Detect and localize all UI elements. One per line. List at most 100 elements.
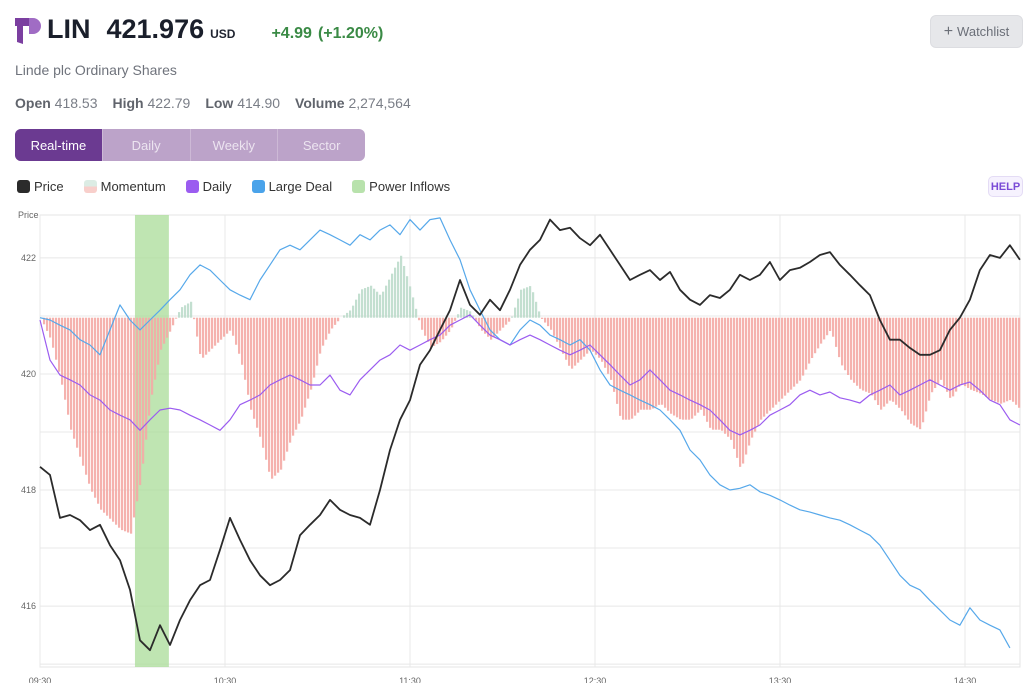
price-change-percent: (+1.20%)	[317, 25, 384, 42]
legend-large-deal[interactable]: Large Deal	[251, 179, 333, 194]
momentum-bar	[520, 289, 523, 318]
legend-daily[interactable]: Daily	[185, 179, 232, 194]
momentum-bar	[865, 317, 868, 392]
momentum-bar	[568, 317, 571, 366]
momentum-bar	[109, 317, 112, 519]
momentum-bar	[289, 317, 292, 443]
momentum-bar	[697, 317, 700, 413]
momentum-bar	[172, 317, 175, 326]
momentum-bar	[361, 289, 364, 318]
momentum-bar	[643, 317, 646, 410]
legend-swatch	[17, 180, 30, 193]
x-tick-label: 14:30	[954, 676, 977, 683]
momentum-bar	[988, 317, 991, 399]
momentum-bar	[211, 317, 214, 349]
momentum-bar	[100, 317, 103, 510]
momentum-bar	[826, 317, 829, 336]
tab-sector[interactable]: Sector	[302, 137, 341, 153]
help-button[interactable]: HELP	[988, 176, 1023, 197]
momentum-bar	[598, 317, 601, 358]
momentum-bar	[754, 317, 757, 432]
momentum-bar	[274, 317, 277, 476]
momentum-bar	[424, 317, 427, 336]
momentum-bar	[844, 317, 847, 371]
momentum-bar	[544, 317, 547, 323]
momentum-bar	[661, 317, 664, 405]
momentum-bar	[352, 305, 355, 318]
momentum-bar	[202, 317, 205, 358]
y-tick-label: 422	[21, 253, 36, 263]
momentum-bar	[328, 317, 331, 334]
momentum-bar	[1009, 317, 1012, 401]
legend-power-inflows[interactable]: Power Inflows	[352, 179, 450, 194]
momentum-bar	[532, 292, 535, 318]
momentum-bar	[58, 317, 61, 372]
momentum-bar	[604, 317, 607, 368]
stat-open: Open 418.53	[15, 95, 98, 111]
legend-label: Power Inflows	[369, 179, 451, 194]
momentum-bar	[343, 315, 346, 318]
legend-label: Daily	[202, 179, 232, 194]
momentum-bar	[145, 317, 148, 440]
momentum-bar	[811, 317, 814, 359]
legend-swatch	[251, 180, 265, 193]
momentum-bar	[226, 317, 229, 334]
tab-daily[interactable]: Daily	[103, 129, 191, 161]
momentum-bar	[784, 317, 787, 396]
large-deal-line	[39, 217, 1011, 649]
momentum-bar	[997, 317, 1000, 403]
momentum-bar	[913, 317, 916, 426]
momentum-bar	[445, 317, 448, 336]
momentum-bar	[208, 317, 211, 352]
momentum-bar	[817, 317, 820, 349]
momentum-bar	[76, 317, 79, 448]
momentum-bar	[586, 317, 589, 354]
momentum-bar	[1012, 317, 1015, 402]
legend-label: Large Deal	[268, 179, 333, 194]
momentum-bar	[511, 316, 514, 318]
momentum-bar	[898, 317, 901, 408]
momentum-bar	[535, 301, 538, 318]
x-tick-label: 13:30	[769, 676, 792, 683]
momentum-bar	[481, 317, 484, 331]
momentum-bar	[832, 317, 835, 337]
momentum-bar	[136, 317, 139, 502]
momentum-bar	[199, 317, 202, 354]
x-tick-label: 12:30	[584, 676, 607, 683]
ticker-symbol: LIN	[47, 14, 91, 44]
momentum-bar	[712, 317, 715, 430]
momentum-bar	[703, 317, 706, 416]
legend-price[interactable]: Price	[17, 179, 64, 194]
momentum-bar	[472, 315, 475, 318]
company-name: Linde plc Ordinary Shares	[15, 62, 177, 78]
momentum-bar	[367, 286, 370, 318]
momentum-bar	[883, 317, 886, 407]
momentum-bar	[862, 317, 865, 391]
tab-weekly[interactable]: Weekly	[191, 129, 279, 161]
momentum-bar	[160, 317, 163, 350]
stat-volume: Volume 2,274,564	[295, 95, 411, 111]
momentum-bar	[259, 317, 262, 437]
legend-momentum[interactable]: Momentum	[83, 179, 166, 194]
watchlist-button[interactable]: + Watchlist	[930, 15, 1023, 48]
momentum-bar	[175, 317, 178, 319]
momentum-bar	[121, 317, 124, 531]
momentum-bar	[538, 311, 541, 318]
momentum-bar	[976, 317, 979, 393]
current-price: 421.976	[106, 14, 205, 44]
tab-real-time[interactable]: Real-time	[15, 129, 103, 161]
brand-logo-icon	[15, 18, 41, 44]
momentum-bar	[958, 317, 961, 387]
momentum-bar	[709, 317, 712, 428]
momentum-bar	[526, 287, 529, 318]
momentum-bar	[772, 317, 775, 408]
momentum-bar	[688, 317, 691, 420]
momentum-bar	[895, 317, 898, 405]
momentum-bar	[556, 317, 559, 342]
momentum-bar	[625, 317, 628, 420]
momentum-bar	[514, 307, 517, 318]
momentum-bar	[631, 317, 634, 419]
momentum-bar	[313, 317, 316, 378]
momentum-bar	[946, 317, 949, 392]
